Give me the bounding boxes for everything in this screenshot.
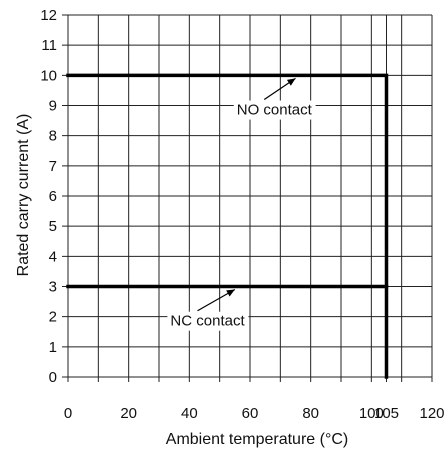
y-tick-label: 12 <box>40 7 57 24</box>
y-tick-label: 1 <box>49 339 57 356</box>
x-tick-label: 105 <box>374 405 399 422</box>
y-axis-label: Rated carry current (A) <box>15 114 32 277</box>
annotation-label-bg <box>167 311 249 331</box>
y-tick-label: 10 <box>40 67 57 84</box>
x-tick-label: 120 <box>419 405 444 422</box>
y-tick-label: 7 <box>49 158 57 175</box>
x-tick-label: 40 <box>181 405 198 422</box>
y-tick-label: 8 <box>49 128 57 145</box>
x-tick-label: 100 <box>359 405 384 422</box>
x-tick-label: 60 <box>242 405 259 422</box>
y-tick-label: 11 <box>41 37 57 54</box>
annotation-arrowhead <box>286 78 296 86</box>
annotation-label-bg <box>233 100 316 120</box>
y-tick-label: 0 <box>49 369 57 386</box>
annotation-label: NO contact <box>237 102 313 119</box>
series-layer <box>66 73 389 379</box>
x-axis-label: Ambient temperature (°C) <box>166 431 348 448</box>
y-tick-label: 6 <box>49 188 57 205</box>
y-tick-label: 4 <box>49 248 57 265</box>
x-tick-label: 0 <box>64 405 72 422</box>
y-tick-label: 3 <box>49 279 57 296</box>
y-tick-label: 5 <box>49 218 57 235</box>
x-tick-label: 20 <box>120 405 137 422</box>
annotation-label: NC contact <box>170 313 245 330</box>
series-line-0 <box>66 73 389 379</box>
annotations: NO contact NC contact <box>167 77 316 331</box>
x-tick-label: 80 <box>302 405 319 422</box>
y-tick-label: 9 <box>49 98 57 115</box>
annotation-arrowhead <box>226 289 235 297</box>
y-tick-label: 2 <box>49 309 57 326</box>
